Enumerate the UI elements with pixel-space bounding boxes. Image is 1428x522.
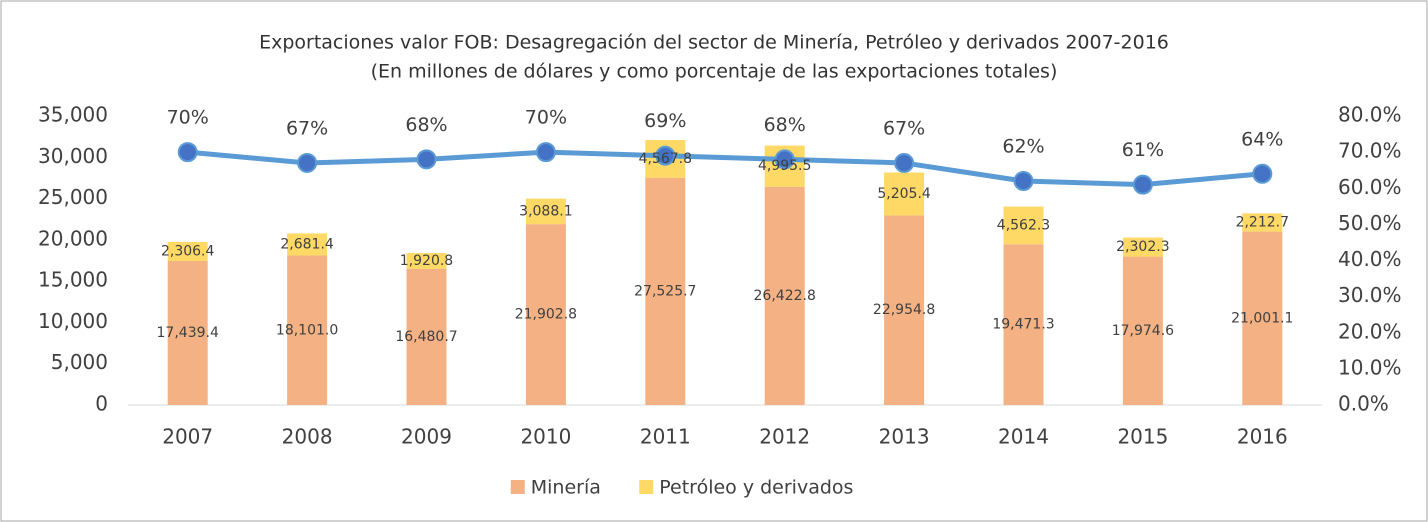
line [187,149,1263,188]
bar-value-label: 27,525.7 [634,283,696,299]
y2-tick-label: 10.0% [1338,355,1402,379]
bar-value-label: 18,101.0 [276,322,338,338]
line-marker [1013,171,1034,192]
bar-value-label: 4,567.8 [639,151,692,167]
bar-value-label: 17,974.6 [1112,323,1174,339]
bar [1122,237,1163,257]
bar [884,172,925,216]
line-value-label: 67% [883,117,925,139]
y-tick-label: 0 [95,392,108,416]
line-value-label: 64% [1241,128,1283,150]
y2-tick-label: 50.0% [1338,211,1402,235]
line-value-label: 68% [405,114,447,136]
line-value-label: 69% [644,110,686,132]
legend-swatch [639,480,654,494]
line-marker [177,142,198,163]
bar [1242,213,1283,232]
bar [1122,256,1163,405]
legend-swatch [510,480,525,494]
y2-tick-label: 80.0% [1338,103,1402,127]
bar-value-label: 17,439.4 [157,325,219,341]
bar-value-label: 2,681.4 [280,236,334,252]
line-value-label: 61% [1122,139,1164,161]
bar [764,186,805,405]
bar [1242,231,1283,405]
bar [406,253,447,269]
bar-value-label: 2,212.7 [1236,214,1289,230]
line-value-label: 70% [167,107,209,129]
bar-value-label: 3,088.1 [519,203,572,219]
bar-value-label: 2,302.3 [1116,239,1169,255]
line-value-label: 68% [764,114,806,136]
line-marker [535,142,556,163]
x-tick-label: 2015 [1117,425,1168,449]
y-tick-label: 10,000 [38,309,108,333]
y-tick-label: 35,000 [38,103,108,127]
bar [525,198,566,225]
line-value-label: 67% [286,117,328,139]
bar [287,233,328,256]
bar-value-label: 4,995.5 [758,158,811,174]
x-tick-label: 2014 [998,425,1049,449]
x-tick-label: 2008 [282,425,333,449]
bar [406,268,447,405]
x-tick-label: 2010 [520,425,571,449]
bar [645,177,686,405]
chart-subtitle: (En millones de dólares y como porcentaj… [371,61,1058,83]
x-tick-label: 2012 [759,425,810,449]
bar [525,224,566,405]
bar-value-label: 21,001.1 [1231,310,1293,326]
y-tick-label: 15,000 [38,268,108,292]
x-tick-label: 2013 [879,425,930,449]
line-marker [774,149,795,170]
line-marker [1252,163,1273,184]
bar-value-label: 5,205.4 [877,186,931,202]
line-marker [297,152,318,173]
bar-value-label: 2,306.4 [161,243,215,259]
bar-value-label: 4,562.3 [997,217,1050,233]
line-marker [655,145,676,166]
y2-tick-label: 30.0% [1338,283,1402,307]
legend-label: Minería [531,477,601,499]
line-value-label: 70% [525,107,567,129]
bar [167,241,208,262]
bar-value-label: 19,471.3 [992,317,1054,333]
y2-tick-label: 40.0% [1338,247,1402,271]
bar-value-label: 26,422.8 [754,288,816,304]
y2-tick-label: 0.0% [1338,392,1389,416]
chart-title: Exportaciones valor FOB: Desagregación d… [259,32,1169,54]
bar [884,215,925,405]
y2-tick-label: 60.0% [1338,175,1402,199]
y-tick-label: 30,000 [38,144,108,168]
bar-value-label: 22,954.8 [873,302,935,318]
bar-value-label: 21,902.8 [515,307,577,323]
legend-label: Petróleo y derivados [659,477,853,499]
y-tick-label: 20,000 [38,226,108,250]
bar [1003,244,1044,405]
line-marker [894,152,915,173]
line-value-label: 62% [1002,136,1044,158]
x-tick-label: 2016 [1237,425,1288,449]
line-marker [416,149,437,170]
y2-tick-label: 20.0% [1338,319,1402,343]
bar [167,261,208,405]
bar-value-label: 1,920.8 [400,253,453,269]
y-tick-label: 25,000 [38,185,108,209]
y2-tick-label: 70.0% [1338,139,1402,163]
bar [287,255,328,405]
bar [1003,206,1044,245]
bar-value-label: 16,480.7 [395,329,457,345]
x-tick-label: 2007 [162,425,213,449]
x-tick-label: 2011 [640,425,691,449]
line-marker [1132,174,1153,195]
x-tick-label: 2009 [401,425,452,449]
y-tick-label: 5,000 [51,350,108,374]
